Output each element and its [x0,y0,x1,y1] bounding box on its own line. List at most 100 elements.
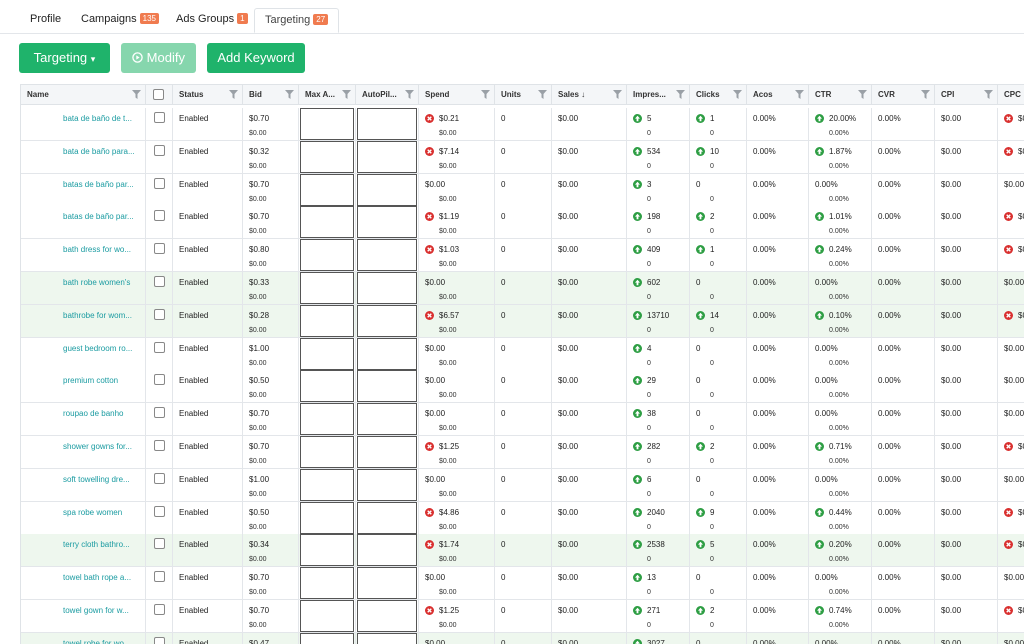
input-box[interactable] [357,272,417,304]
filter-icon[interactable] [984,90,993,99]
row-checkbox[interactable] [154,538,165,550]
input-box[interactable] [357,600,417,632]
row-checkbox[interactable] [154,407,165,419]
filter-icon[interactable] [921,90,930,99]
tab[interactable]: Targeting 27 [254,8,340,33]
filter-icon[interactable] [229,90,238,99]
input-box[interactable] [300,403,354,436]
filter-icon[interactable] [481,90,490,99]
input-box[interactable] [300,140,354,173]
column-header[interactable]: CTR [809,85,872,105]
input-box[interactable] [357,108,417,140]
keyword-link[interactable]: soft towelling dre... [63,474,130,484]
modify-button[interactable]: Modify [121,43,196,73]
keyword-link[interactable]: bata de baño para... [63,146,135,156]
keyword-link[interactable]: towel gown for w... [63,606,129,615]
input-box[interactable] [300,600,354,632]
filter-icon[interactable] [538,90,547,99]
input-box[interactable] [357,632,417,644]
input-box[interactable] [300,108,354,140]
input-box[interactable] [357,403,417,436]
input-box[interactable] [300,534,354,567]
input-box[interactable] [300,436,354,468]
filter-icon[interactable] [858,90,867,99]
filter-icon[interactable] [613,90,622,99]
row-checkbox[interactable] [154,505,165,517]
input-box[interactable] [300,567,354,600]
column-header[interactable]: Clicks [690,85,747,105]
keyword-link[interactable]: towel robe for wo... [63,638,131,644]
column-header[interactable]: Sales ↓ [552,85,627,105]
row-checkbox[interactable] [154,112,165,123]
input-box[interactable] [357,206,417,239]
keyword-link[interactable]: bath robe women's [63,278,131,287]
keyword-link[interactable]: bath dress for wo... [63,245,132,255]
keyword-link[interactable]: roupao de banho [63,409,124,419]
row-checkbox[interactable] [154,177,165,189]
input-box[interactable] [300,468,354,501]
input-box[interactable] [357,140,417,173]
column-header[interactable]: Impres... [627,85,690,105]
row-checkbox[interactable] [154,341,165,353]
keyword-link[interactable]: bathrobe for wom... [63,310,132,320]
column-header[interactable]: Spend [419,85,495,105]
row-checkbox[interactable] [154,308,165,320]
add-keyword-button[interactable]: Add Keyword [207,43,305,73]
column-header[interactable]: Max A... [299,85,356,105]
filter-icon[interactable] [132,90,141,99]
input-box[interactable] [357,337,417,370]
filter-icon[interactable] [676,90,685,99]
keyword-link[interactable]: batas de baño par... [63,179,134,189]
input-box[interactable] [300,501,354,534]
column-header[interactable]: Name [21,85,146,105]
row-checkbox[interactable] [154,374,165,386]
select-all-checkbox[interactable] [153,89,164,100]
row-checkbox[interactable] [154,440,165,451]
input-box[interactable] [357,501,417,534]
column-header[interactable]: Bid [243,85,299,105]
input-box[interactable] [300,239,354,272]
keyword-link[interactable]: terry cloth bathro... [63,540,130,550]
tab[interactable]: Profile [20,8,71,33]
column-header[interactable]: CPI [935,85,998,105]
row-checkbox[interactable] [154,243,165,255]
column-header[interactable]: Units [495,85,552,105]
column-header[interactable]: AutoPil... [356,85,419,105]
input-box[interactable] [357,239,417,272]
keyword-link[interactable]: spa robe women [63,507,123,517]
keyword-link[interactable]: guest bedroom ro... [63,343,133,353]
input-box[interactable] [300,173,354,206]
input-box[interactable] [300,370,354,403]
input-box[interactable] [300,632,354,644]
row-checkbox[interactable] [154,571,165,583]
input-box[interactable] [357,173,417,206]
keyword-link[interactable]: batas de baño par... [63,212,134,222]
input-box[interactable] [300,304,354,337]
input-box[interactable] [357,567,417,600]
input-box[interactable] [357,370,417,403]
input-box[interactable] [300,337,354,370]
column-header[interactable]: Status [173,85,243,105]
keyword-link[interactable]: shower gowns for... [63,442,132,451]
row-checkbox[interactable] [154,636,165,644]
tab[interactable]: Campaigns 135 [71,8,169,33]
input-box[interactable] [300,272,354,304]
row-checkbox[interactable] [154,604,165,615]
filter-icon[interactable] [342,90,351,99]
row-checkbox[interactable] [154,210,165,222]
input-box[interactable] [300,206,354,239]
filter-icon[interactable] [285,90,294,99]
input-box[interactable] [357,468,417,501]
input-box[interactable] [357,304,417,337]
column-header[interactable]: Acos [747,85,809,105]
keyword-link[interactable]: towel bath rope a... [63,573,132,583]
keyword-link[interactable]: bata de baño de t... [63,114,132,123]
tab[interactable]: Ads Groups 1 [166,8,258,33]
input-box[interactable] [357,534,417,567]
input-box[interactable] [357,436,417,468]
column-header[interactable]: CPC [998,85,1024,105]
filter-icon[interactable] [733,90,742,99]
column-header[interactable]: CVR [872,85,935,105]
filter-icon[interactable] [405,90,414,99]
row-checkbox[interactable] [154,276,165,287]
